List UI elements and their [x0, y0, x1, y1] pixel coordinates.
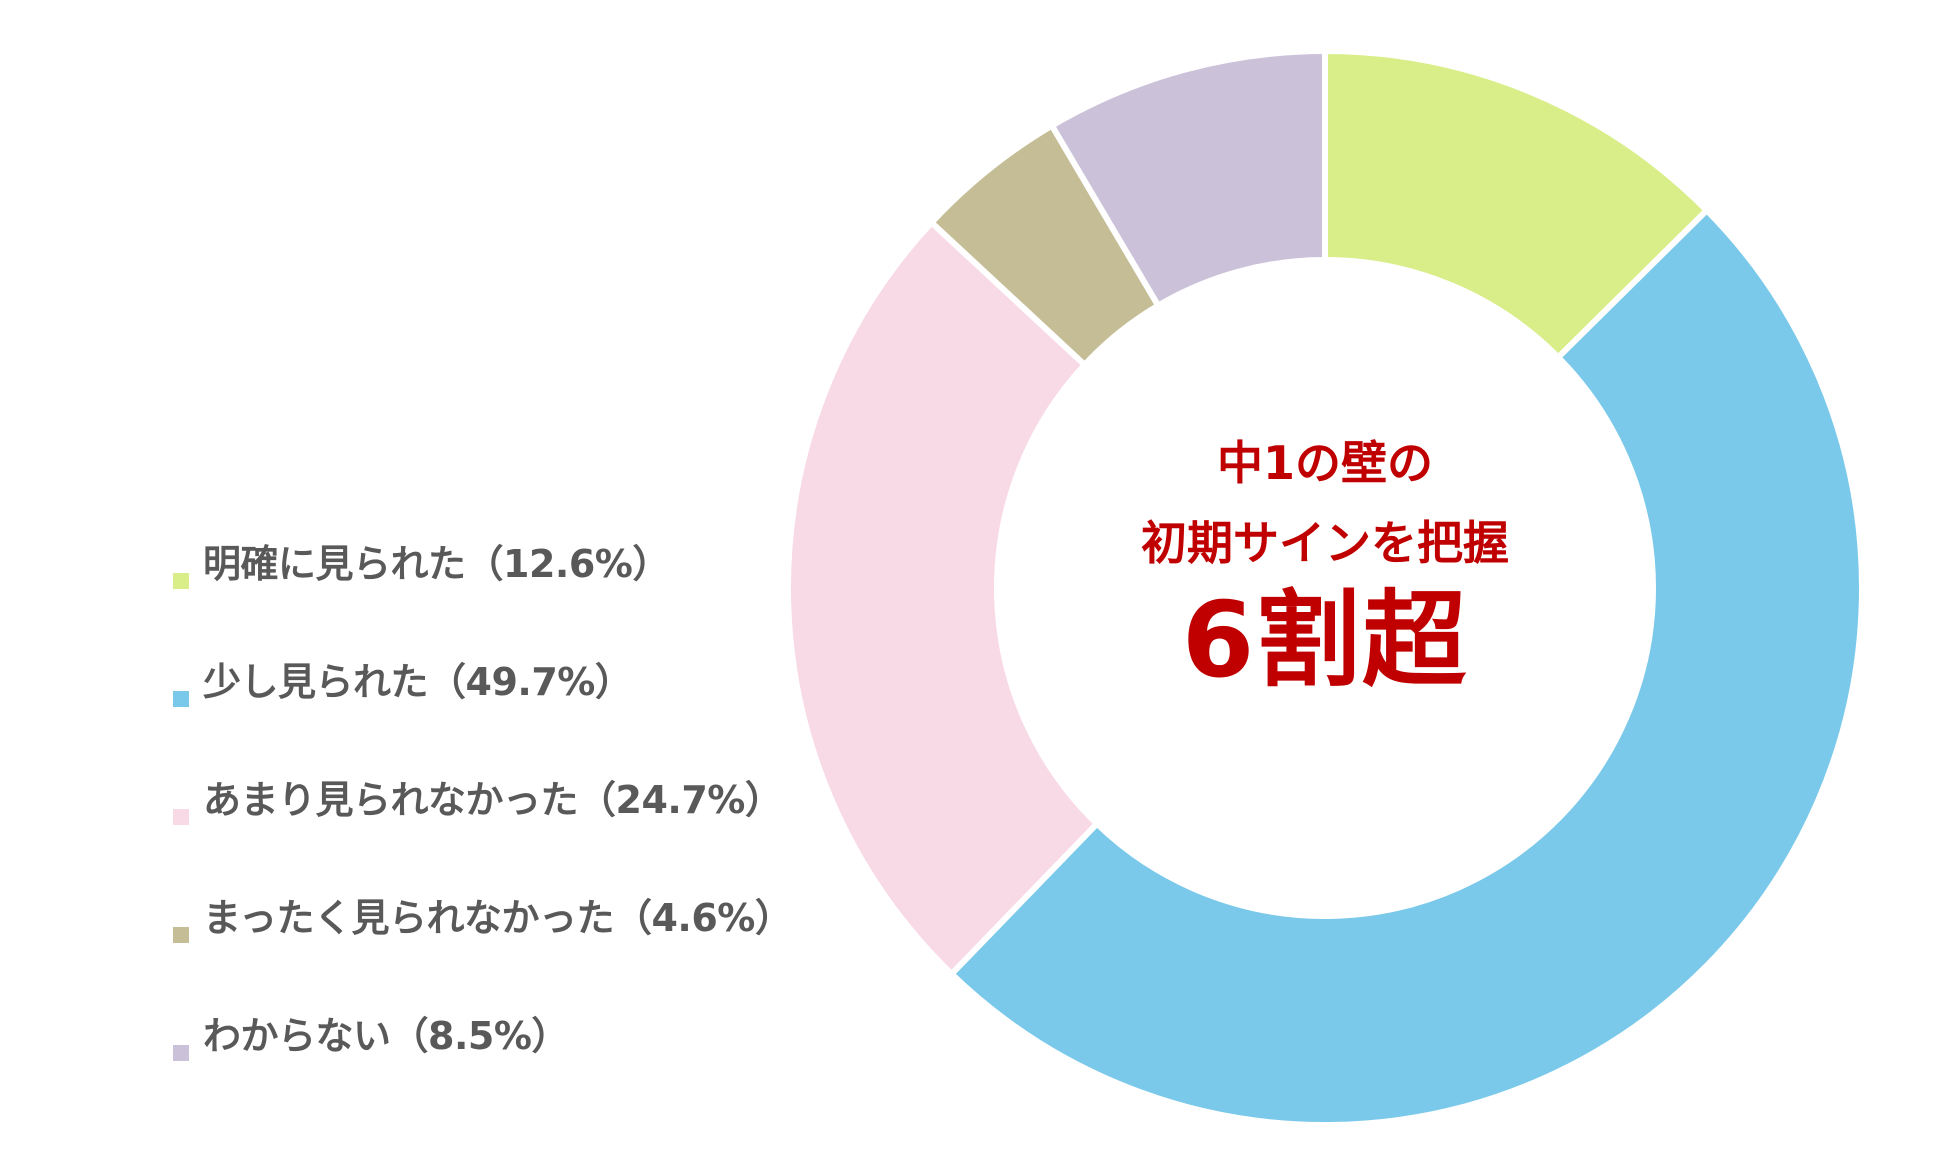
center-annotation-line2: 初期サインを把握	[1141, 516, 1509, 570]
donut-slice-5	[1047, 47, 1328, 310]
legend-swatch	[173, 927, 189, 943]
legend-swatch	[173, 809, 189, 825]
legend-label: 明確に見られた（12.6%）	[203, 542, 670, 586]
legend-label: 少し見られた（49.7%）	[203, 660, 633, 704]
legend-swatch	[173, 691, 189, 707]
legend-item: あまり見られなかった（24.7%）	[173, 781, 792, 899]
legend-swatch	[173, 1045, 189, 1061]
legend-swatch	[173, 573, 189, 589]
legend-item: 少し見られた（49.7%）	[173, 663, 792, 781]
center-annotation-line1: 中1の壁の	[1216, 436, 1433, 490]
legend: 明確に見られた（12.6%） 少し見られた（49.7%） あまり見られなかった（…	[173, 545, 793, 1135]
legend-item: まったく見られなかった（4.6%）	[173, 896, 793, 1017]
legend-item: わからない（8.5%）	[173, 1017, 792, 1135]
donut-slice-3	[785, 218, 1102, 979]
center-annotation-emphasis: 6割超	[1181, 579, 1469, 701]
legend-label: わからない（8.5%）	[203, 1014, 569, 1058]
legend-label: あまり見られなかった（24.7%）	[203, 778, 783, 822]
donut-slice-2	[947, 206, 1866, 1129]
center-annotation: 中1の壁の 初期サインを把握 6割超	[1025, 440, 1625, 692]
legend-item: 明確に見られた（12.6%）	[173, 545, 792, 663]
donut-slices	[785, 47, 1866, 1129]
legend-label: まったく見られなかった（4.6%）	[203, 896, 793, 940]
